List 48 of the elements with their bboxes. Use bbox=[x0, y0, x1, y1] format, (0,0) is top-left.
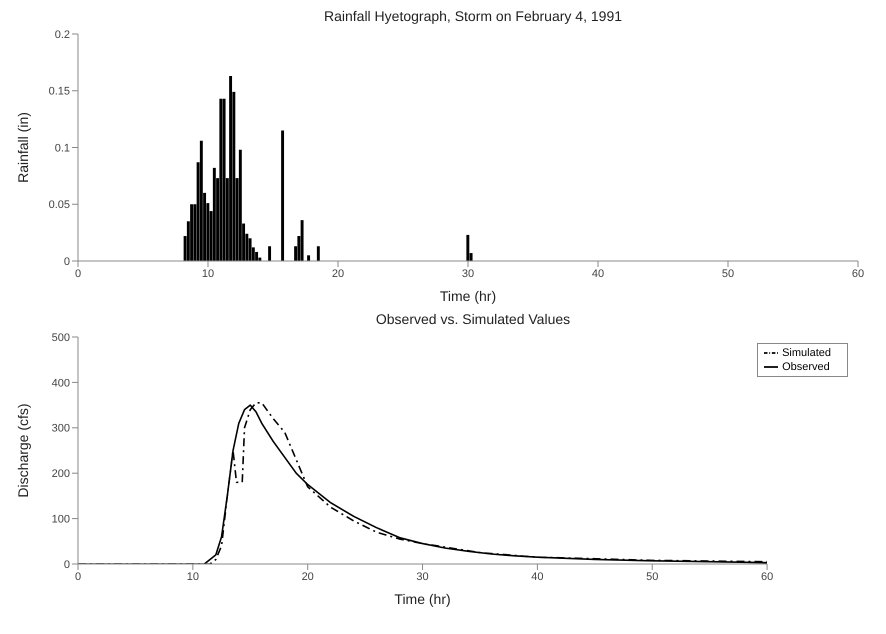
x-tick-label: 20 bbox=[302, 570, 314, 583]
x-tick-label: 40 bbox=[531, 570, 544, 583]
y-tick-label: 200 bbox=[52, 468, 70, 480]
y-tick-label: 500 bbox=[52, 332, 70, 344]
x-tick-label: 10 bbox=[202, 268, 214, 280]
bar bbox=[229, 76, 232, 261]
x-tick-label: 40 bbox=[592, 268, 604, 280]
x-tick-label: 50 bbox=[646, 570, 658, 583]
bar bbox=[255, 252, 258, 261]
bar bbox=[248, 238, 252, 261]
x-tick-label: 20 bbox=[332, 268, 344, 280]
x-tick-label: 0 bbox=[74, 570, 82, 583]
bar bbox=[268, 246, 272, 261]
y-tick-label: 0.1 bbox=[54, 142, 70, 154]
x-axis-title: Time (hr) bbox=[394, 591, 451, 607]
bar bbox=[466, 234, 470, 261]
bar bbox=[307, 255, 310, 261]
y-tick-label: 300 bbox=[52, 422, 70, 435]
x-tick-label: 10 bbox=[186, 570, 199, 583]
y-tick-label: 0.2 bbox=[54, 28, 70, 41]
bar bbox=[212, 168, 216, 261]
y-tick-label: 400 bbox=[52, 377, 70, 390]
bar bbox=[238, 150, 242, 261]
legend-label: Simulated bbox=[782, 346, 831, 359]
y-tick-label: 100 bbox=[52, 514, 70, 526]
chart-title: Observed vs. Simulated Values bbox=[374, 311, 572, 329]
x-tick-label: 30 bbox=[416, 570, 429, 583]
y-tick-label: 0 bbox=[64, 256, 70, 268]
x-tick-label: 50 bbox=[722, 268, 734, 280]
bar bbox=[281, 130, 284, 261]
bar bbox=[222, 98, 226, 261]
y-tick-label: 0.05 bbox=[48, 199, 70, 212]
y-tick-label: 0.15 bbox=[48, 86, 70, 98]
y-axis-title: Rainfall (in) bbox=[14, 112, 31, 183]
x-tick-label: 60 bbox=[852, 268, 864, 280]
y-axis-title: Discharge (cfs) bbox=[14, 403, 31, 498]
x-tick-label: 30 bbox=[462, 268, 474, 280]
chart-title: Rainfall Hyetograph, Storm on February 4, 1991 bbox=[322, 8, 624, 26]
bar bbox=[200, 140, 203, 261]
x-tick-label: 0 bbox=[74, 268, 82, 280]
y-tick-label: 0 bbox=[64, 558, 70, 571]
x-axis-title: Time (hr) bbox=[440, 288, 496, 304]
bar bbox=[190, 204, 194, 261]
x-tick-label: 60 bbox=[760, 570, 774, 583]
bar bbox=[316, 246, 320, 261]
legend-label: Observed bbox=[782, 360, 830, 373]
bar bbox=[219, 98, 222, 261]
bar bbox=[300, 220, 304, 261]
